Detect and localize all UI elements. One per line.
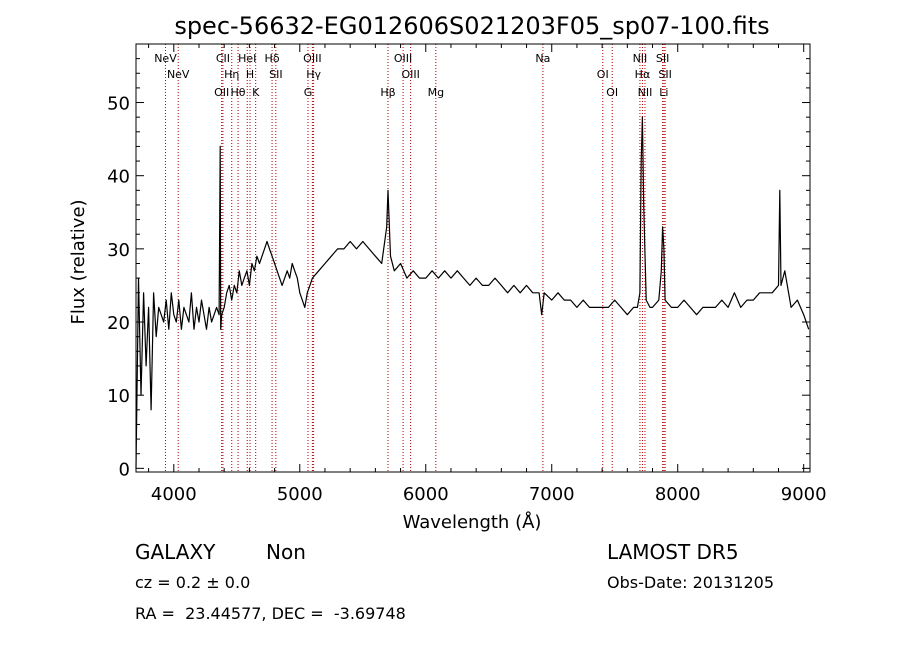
spectral-line-label: Hθ [231, 86, 246, 99]
x-tick-label: 6000 [403, 484, 449, 505]
spectral-line-label: SII [658, 68, 671, 81]
spectral-line-label: OIII [303, 52, 321, 65]
spectral-line-label: H [246, 68, 254, 81]
x-tick-label: 5000 [277, 484, 323, 505]
spectral-line-label: Na [535, 52, 550, 65]
y-axis-label: Flux (relative) [68, 199, 89, 324]
spectral-line-label: HeI [238, 52, 256, 65]
redshift-cz: cz = 0.2 ± 0.0 [135, 573, 251, 592]
spectral-line-labels: NeV NeV OII CII Hη Hθ HeI HK Hδ SII G OIII Hγ Hβ OIII O… [154, 52, 672, 99]
spectral-line-label: SII [269, 68, 282, 81]
spectral-line-label: NII [638, 86, 653, 99]
object-subclass: Non [266, 540, 306, 564]
spectral-line-label: SII [656, 52, 669, 65]
spectral-line-label: NeV [167, 68, 190, 81]
spectral-line-label: OI [597, 68, 609, 81]
observation-date: Obs-Date: 20131205 [607, 573, 775, 592]
coordinates: RA = 23.44577, DEC = -3.69748 [135, 604, 406, 623]
chart-title: spec-56632-EG012606S021203F05_sp07-100.f… [174, 12, 769, 40]
y-axis-ticks: 0 10 20 30 40 50 [107, 58, 810, 480]
y-tick-label: 50 [107, 94, 130, 115]
x-tick-label: 8000 [655, 484, 701, 505]
spectral-line-label: NeV [154, 52, 177, 65]
x-tick-label: 4000 [151, 484, 197, 505]
spectrum-line [135, 116, 810, 469]
plot-frame [135, 43, 811, 473]
object-class: GALAXY [135, 540, 216, 564]
spectral-line-label: Hα [635, 68, 651, 81]
spectral-line-markers [164, 44, 666, 472]
spectral-line-label: Hη [224, 68, 239, 81]
x-tick-label: 7000 [529, 484, 575, 505]
spectral-line-label: OII [214, 86, 229, 99]
x-axis-ticks: 4000 5000 6000 7000 8000 9000 [148, 44, 827, 505]
y-tick-label: 0 [119, 459, 130, 480]
spectral-line-label: Li [659, 86, 668, 99]
spectral-line-label: CII [216, 52, 230, 65]
spectrum-series [135, 116, 810, 469]
spectral-line-label: Hδ [265, 52, 280, 65]
spectral-line-label: Hβ [380, 86, 395, 99]
spectral-line-label: G [304, 86, 313, 99]
spectral-line-label: K [252, 86, 260, 99]
spectral-line-label: OIII [394, 52, 412, 65]
y-tick-label: 20 [107, 313, 130, 334]
y-tick-label: 40 [107, 167, 130, 188]
x-tick-label: 9000 [781, 484, 827, 505]
x-axis-label: Wavelength (Å) [403, 511, 542, 533]
y-tick-label: 10 [107, 386, 130, 407]
spectral-line-label: Mg [428, 86, 444, 99]
spectral-line-label: OIII [401, 68, 419, 81]
survey-name: LAMOST DR5 [607, 540, 739, 564]
spectral-line-label: Hγ [306, 68, 321, 81]
spectral-line-label: NII [633, 52, 648, 65]
y-tick-label: 30 [107, 240, 130, 261]
spectral-line-label: OI [606, 86, 618, 99]
